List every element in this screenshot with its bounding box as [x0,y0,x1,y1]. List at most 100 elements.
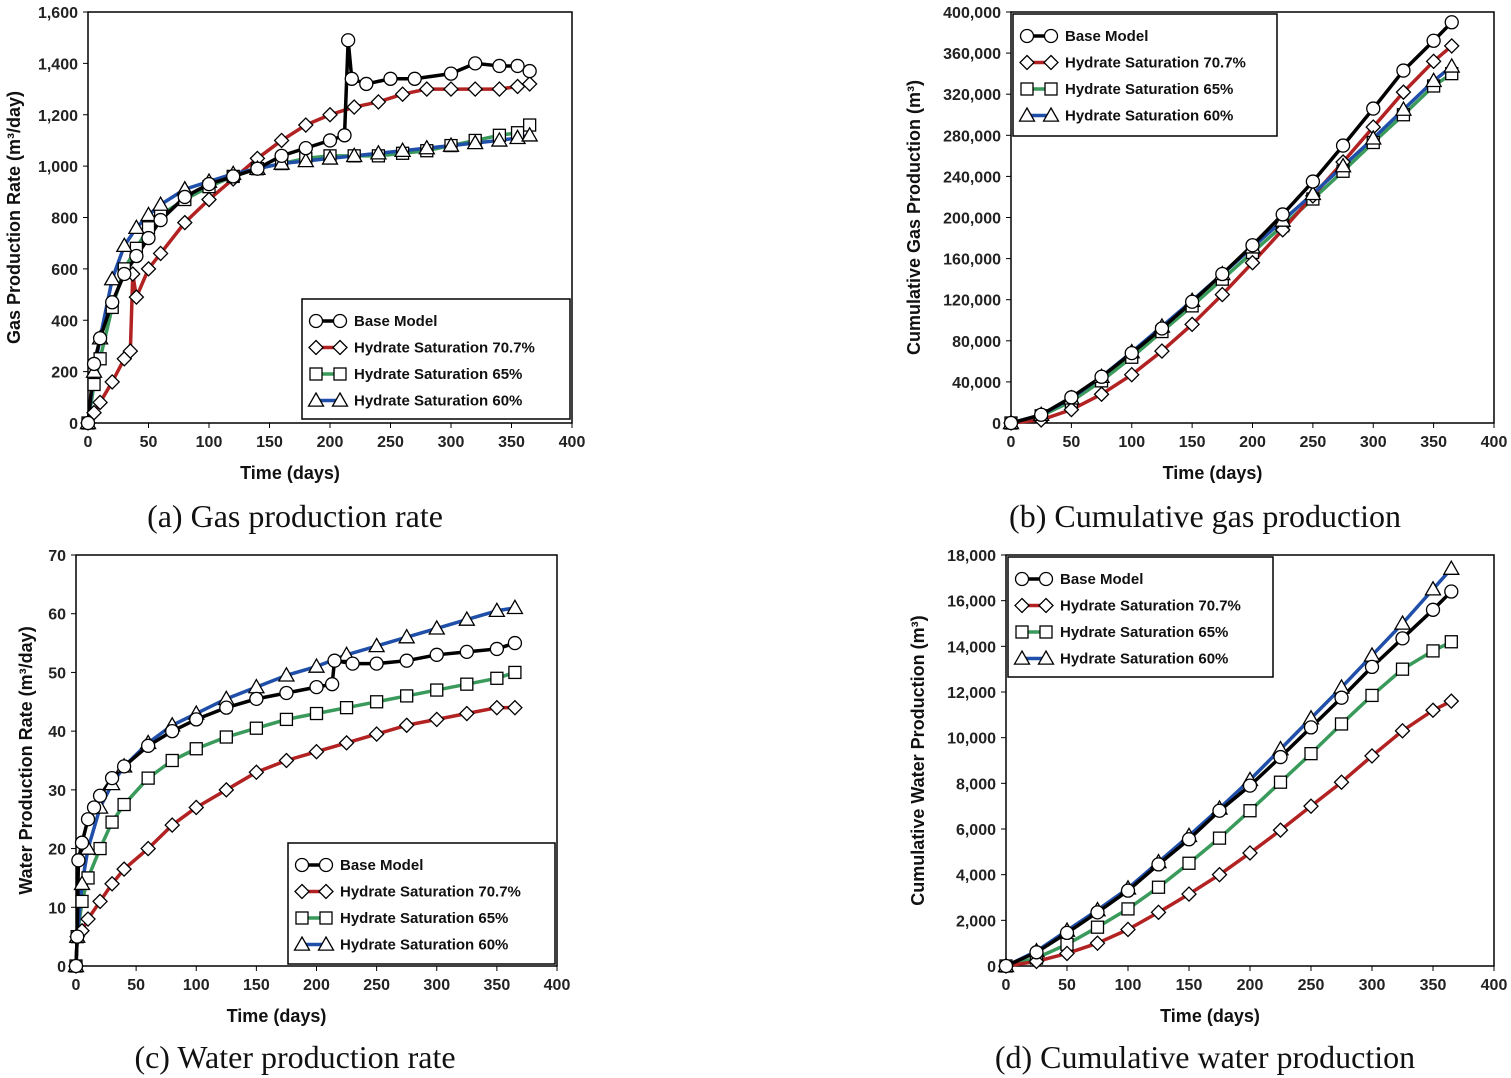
x-axis-title: Time (days) [227,1006,327,1026]
chart2-series2-point [339,701,354,715]
chart2-series2-point [189,742,203,756]
chart3-series0-point [1038,571,1054,587]
chart0-series0-point [468,56,483,71]
chart1-series1-point [1123,366,1140,383]
chart2-series0-point [459,644,474,660]
chart2-series1-point [294,883,310,900]
chart0-series0-point [298,140,313,156]
chart0-series1-point [467,81,484,97]
chart3-series1-line [1005,699,1453,968]
chart2-series0-point [74,835,90,850]
chart2-series1-point [308,743,325,760]
y-tick-label: 4,000 [956,868,996,885]
chart2-series3-point [293,935,311,951]
chart2-series0-point [116,759,132,774]
y-tick-label: 1,400 [38,56,78,73]
chart0-series2-point [309,367,323,381]
y-tick-label: 360,000 [943,46,1001,63]
y-tick-label: 10,000 [947,731,996,748]
x-tick-label: 150 [1176,977,1203,994]
chart-caption: (b) Cumulative gas production [1009,498,1401,534]
x-tick-label: 0 [84,434,93,451]
chart1-series3-point [1443,57,1461,73]
x-tick-label: 350 [1420,977,1447,994]
x-tick-label: 50 [127,977,145,994]
chart2-series0-point [189,712,204,727]
chart0-series0-point [117,266,132,282]
x-tick-label: 200 [303,977,330,994]
chart2-series0-point [249,691,264,706]
x-tick-label: 300 [423,977,450,994]
chart3-series1-point [1059,945,1075,962]
y-axis-title: Cumulative Gas Production (m³) [904,80,924,355]
chart2-series2-point [141,771,155,785]
y-tick-label: 0 [992,416,1001,433]
chart0-series3-point [297,152,315,168]
chart0-series1-point [104,373,121,390]
chart0-series1-point [521,76,538,92]
chart1-series1-line [1010,44,1453,425]
chart0-series3-point [418,139,436,155]
chart3-series2-point [1365,688,1379,703]
x-tick-label: 0 [1007,434,1016,451]
x-tick-label: 350 [484,977,511,994]
chart0-series0-point [274,148,289,164]
y-tick-label: 30 [48,783,66,800]
x-tick-label: 100 [196,434,223,451]
chart0-series3-point [393,141,412,157]
y-tick-label: 200,000 [943,211,1001,228]
chart2-series2-point [219,730,233,744]
chart0-series1-point [176,214,193,231]
chart1-series0-point [1154,321,1170,336]
chart-1: 0 50 100 150 200 250 300 350 400 0 200 400 600 800 1,0… [4,5,585,534]
chart2-series0-point [104,770,120,786]
chart0-series0-point [510,58,525,74]
chart0-series0-point [201,176,217,192]
chart3-series1-point [1303,798,1319,815]
chart3-series2-point [1304,747,1318,761]
chart3-series1-point [1089,935,1106,952]
chart3-series0-point [1029,945,1044,960]
chart2-series0-point [70,929,85,944]
chart3-series1-point [1038,597,1054,614]
chart2-series0-point [324,677,340,692]
chart0-series0-point [337,128,352,143]
chart1-series3-point [1304,185,1322,201]
x-tick-label: 150 [256,434,283,451]
chart2-series0-point [345,656,360,671]
y-tick-label: 40,000 [952,375,1001,392]
chart3-series3-point [1037,649,1055,665]
y-tick-label: 800 [51,211,78,228]
chart3-series1-point [1443,693,1460,710]
x-tick-label: 200 [317,434,344,451]
y-tick-label: 40 [48,724,66,741]
chart2-series0-point [165,723,180,739]
x-tick-label: 300 [1360,434,1387,451]
chart2-series1-point [338,734,355,751]
chart0-series2-point [87,377,101,392]
y-tick-label: 240,000 [943,169,1001,186]
chart2-series0-point [318,857,334,873]
chart0-series1-point [443,81,459,97]
chart2-series1-point [368,726,385,742]
chart2-series0-point [140,738,156,753]
chart2-series0-point [489,641,505,657]
chart0-series3-point [139,206,158,222]
x-tick-label: 100 [1115,977,1142,994]
chart1-series2-point [1020,82,1034,96]
chart2-series3-point [428,619,446,635]
chart0-series0-point [344,71,359,86]
chart0-series0-point [177,189,192,205]
chart0-series1-point [308,339,324,356]
chart0-series0-point [86,356,102,372]
chart3-series2-point [1039,625,1053,639]
chart1-series0-point [1335,138,1351,153]
chart2-series3-point [277,666,296,682]
x-tick-label: 250 [1300,434,1327,451]
y-tick-label: 160,000 [943,252,1001,269]
legend-label: Base Model [1060,571,1143,588]
y-tick-label: 1,200 [38,108,78,125]
chart3-series0-point [1090,905,1105,920]
chart3-series2-point [1090,920,1105,934]
chart1-series0-point [1245,238,1260,253]
